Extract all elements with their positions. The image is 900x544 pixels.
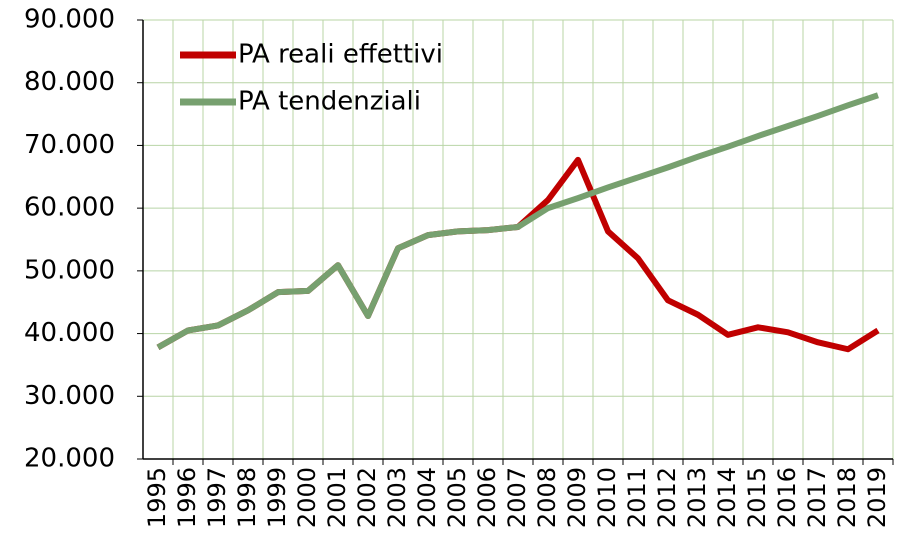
- x-tick-label: 1998: [233, 467, 261, 528]
- x-tick-label: 2014: [713, 467, 741, 528]
- x-tick-label: 2019: [863, 467, 891, 528]
- y-tick-label: 50.000: [24, 255, 115, 285]
- x-tick-label: 1996: [173, 467, 201, 528]
- x-tick-label: 2012: [653, 467, 681, 528]
- x-tick-label: 1997: [203, 467, 231, 528]
- x-tick-label: 2008: [533, 467, 561, 528]
- x-tick-label: 2007: [503, 467, 531, 528]
- x-tick-label: 2000: [293, 467, 321, 528]
- y-tick-label: 30.000: [24, 381, 115, 411]
- y-tick-label: 20.000: [24, 444, 115, 474]
- x-tick-label: 2003: [383, 467, 411, 528]
- x-tick-label: 2004: [413, 467, 441, 528]
- legend-label: PA tendenziali: [238, 87, 421, 117]
- x-tick-label: 2010: [593, 467, 621, 528]
- y-tick-label: 40.000: [24, 318, 115, 348]
- x-tick-label: 2016: [773, 467, 801, 528]
- x-tick-label: 2015: [743, 467, 771, 528]
- x-tick-label: 2011: [623, 467, 651, 528]
- x-tick-label: 2001: [323, 467, 351, 528]
- x-tick-label: 2005: [443, 467, 471, 528]
- x-tick-label: 2018: [833, 467, 861, 528]
- x-tick-label: 2017: [803, 467, 831, 528]
- y-tick-label: 90.000: [24, 5, 115, 35]
- x-tick-label: 2002: [353, 467, 381, 528]
- y-tick-label: 80.000: [24, 67, 115, 97]
- legend-label: PA reali effettivi: [238, 40, 443, 70]
- x-tick-label: 1999: [263, 467, 291, 528]
- y-tick-label: 70.000: [24, 130, 115, 160]
- x-tick-label: 2009: [563, 467, 591, 528]
- x-tick-label: 2006: [473, 467, 501, 528]
- y-tick-label: 60.000: [24, 193, 115, 223]
- series-line: [156, 156, 880, 353]
- x-tick-label: 2013: [683, 467, 711, 528]
- series-line: [156, 92, 879, 350]
- x-tick-label: 1995: [143, 467, 171, 528]
